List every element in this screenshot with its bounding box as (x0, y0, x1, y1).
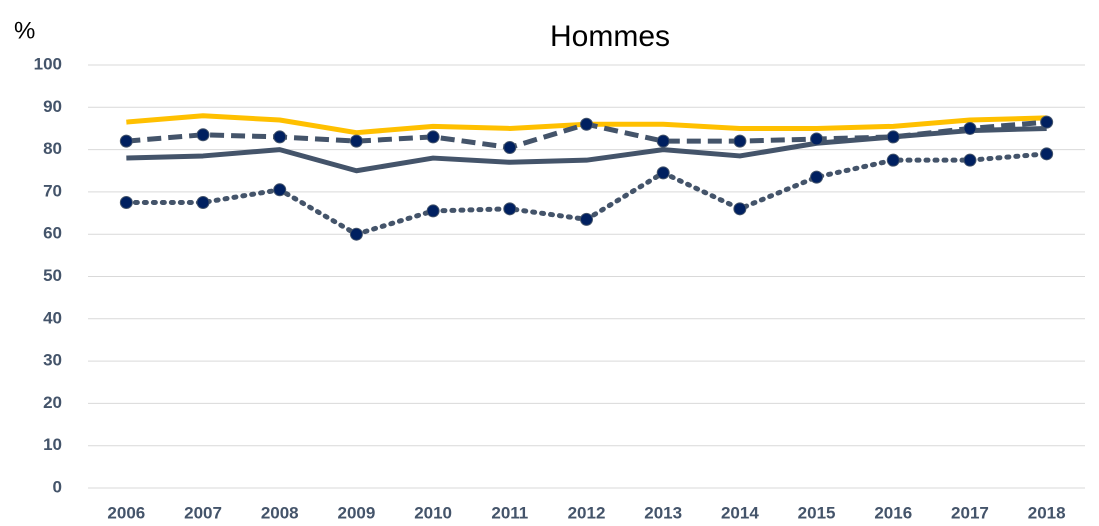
x-tick-label: 2017 (951, 503, 989, 522)
y-tick-label: 90 (43, 97, 62, 116)
series-marker (656, 134, 670, 148)
x-tick-label: 2014 (721, 503, 759, 522)
y-tick-label: 60 (43, 224, 62, 243)
series-marker (503, 202, 517, 216)
series-marker (119, 134, 133, 148)
series-marker (963, 121, 977, 135)
x-tick-label: 2018 (1028, 503, 1066, 522)
series-marker (580, 212, 593, 226)
y-tick-label: 0 (53, 477, 62, 496)
series-marker (963, 153, 977, 167)
series-marker (886, 153, 900, 167)
chart-title: Hommes (550, 20, 670, 53)
series-marker (656, 166, 670, 180)
y-tick-label: 10 (43, 435, 62, 454)
series-marker (733, 134, 747, 148)
series-marker (503, 140, 517, 154)
y-tick-label: 30 (43, 351, 62, 370)
y-tick-label: 50 (43, 266, 62, 285)
series-marker (273, 130, 287, 144)
series-marker (426, 130, 440, 144)
x-tick-label: 2016 (874, 503, 912, 522)
x-tick-label: 2006 (107, 503, 145, 522)
x-tick-label: 2009 (338, 503, 376, 522)
y-tick-label: 70 (43, 181, 62, 200)
series-marker (196, 195, 210, 209)
series-marker (349, 134, 363, 148)
series-marker (886, 130, 900, 144)
y-tick-label: 100 (34, 54, 62, 73)
series-marker (426, 204, 440, 218)
series-marker (733, 202, 747, 216)
y-axis-label: % (14, 17, 35, 44)
series-marker (1040, 147, 1054, 161)
x-tick-label: 2010 (414, 503, 452, 522)
series-marker (196, 128, 210, 142)
y-tick-label: 40 (43, 308, 62, 327)
series-marker (810, 170, 824, 184)
x-tick-label: 2008 (261, 503, 299, 522)
y-tick-label: 20 (43, 393, 62, 412)
series-marker (119, 195, 133, 209)
series-marker (273, 183, 287, 197)
x-tick-label: 2015 (798, 503, 836, 522)
series-marker (1040, 115, 1054, 129)
x-tick-label: 2013 (644, 503, 682, 522)
series-marker (810, 132, 824, 146)
series-marker (349, 227, 363, 241)
x-tick-label: 2007 (184, 503, 222, 522)
series-marker (580, 117, 593, 131)
x-tick-label: 2011 (491, 503, 528, 522)
y-tick-label: 80 (43, 139, 62, 158)
x-tick-label: 2012 (568, 503, 606, 522)
